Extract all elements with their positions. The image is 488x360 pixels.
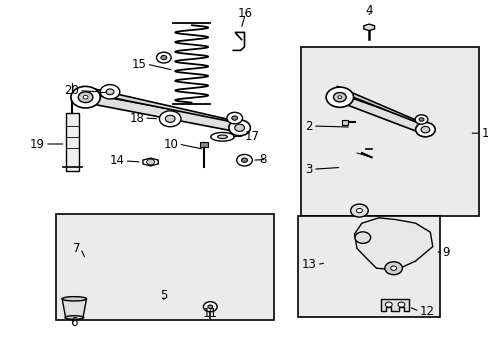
Circle shape	[226, 112, 242, 124]
Circle shape	[71, 86, 100, 108]
Circle shape	[161, 55, 166, 60]
Circle shape	[241, 158, 247, 162]
Polygon shape	[142, 158, 158, 166]
Bar	[300, 47, 478, 216]
Text: 17: 17	[244, 130, 259, 143]
Text: 20: 20	[64, 84, 79, 97]
Circle shape	[106, 89, 114, 95]
Circle shape	[156, 52, 171, 63]
Circle shape	[231, 116, 237, 120]
Text: 15: 15	[132, 58, 146, 71]
Bar	[342, 120, 347, 125]
Text: 10: 10	[163, 138, 178, 150]
Bar	[56, 214, 273, 320]
Ellipse shape	[217, 135, 227, 139]
Text: 8: 8	[259, 153, 266, 166]
Text: 11: 11	[203, 307, 217, 320]
Polygon shape	[381, 299, 408, 311]
Circle shape	[354, 232, 370, 243]
Ellipse shape	[210, 132, 234, 141]
Text: 4: 4	[365, 4, 372, 17]
Circle shape	[83, 95, 88, 99]
Circle shape	[333, 93, 346, 102]
Circle shape	[228, 120, 250, 136]
Text: 14: 14	[109, 154, 124, 167]
Circle shape	[384, 262, 402, 275]
Bar	[200, 142, 208, 147]
Circle shape	[78, 92, 93, 103]
Text: 3: 3	[305, 163, 312, 176]
Circle shape	[356, 208, 362, 213]
Circle shape	[390, 266, 396, 270]
Text: 6: 6	[70, 316, 78, 329]
Text: 5: 5	[160, 289, 167, 302]
Circle shape	[415, 122, 434, 137]
Ellipse shape	[65, 316, 83, 319]
Polygon shape	[333, 93, 427, 133]
Circle shape	[414, 115, 427, 124]
Circle shape	[203, 302, 217, 312]
Circle shape	[236, 154, 252, 166]
Polygon shape	[363, 24, 374, 31]
Text: 2: 2	[305, 120, 312, 132]
Text: 19: 19	[30, 138, 45, 150]
Circle shape	[337, 96, 341, 99]
Text: 16: 16	[238, 7, 252, 20]
Text: 18: 18	[129, 112, 144, 125]
Text: 9: 9	[442, 246, 449, 258]
Circle shape	[325, 87, 353, 107]
Ellipse shape	[62, 297, 86, 301]
Circle shape	[159, 111, 181, 127]
Text: 1: 1	[481, 127, 488, 140]
Circle shape	[234, 124, 244, 131]
Circle shape	[350, 204, 367, 217]
Circle shape	[385, 302, 391, 307]
Circle shape	[420, 126, 429, 133]
Text: 13: 13	[302, 258, 316, 271]
Polygon shape	[333, 86, 427, 128]
Circle shape	[397, 302, 404, 307]
Polygon shape	[78, 86, 242, 126]
Text: 12: 12	[419, 305, 434, 318]
Text: 7: 7	[73, 242, 81, 255]
Polygon shape	[62, 299, 86, 317]
Circle shape	[207, 305, 212, 309]
Bar	[298, 216, 439, 317]
Circle shape	[146, 159, 154, 165]
Polygon shape	[354, 218, 432, 270]
Circle shape	[100, 85, 120, 99]
Bar	[65, 113, 79, 171]
Circle shape	[165, 115, 175, 122]
Circle shape	[418, 118, 423, 121]
Polygon shape	[78, 93, 242, 131]
